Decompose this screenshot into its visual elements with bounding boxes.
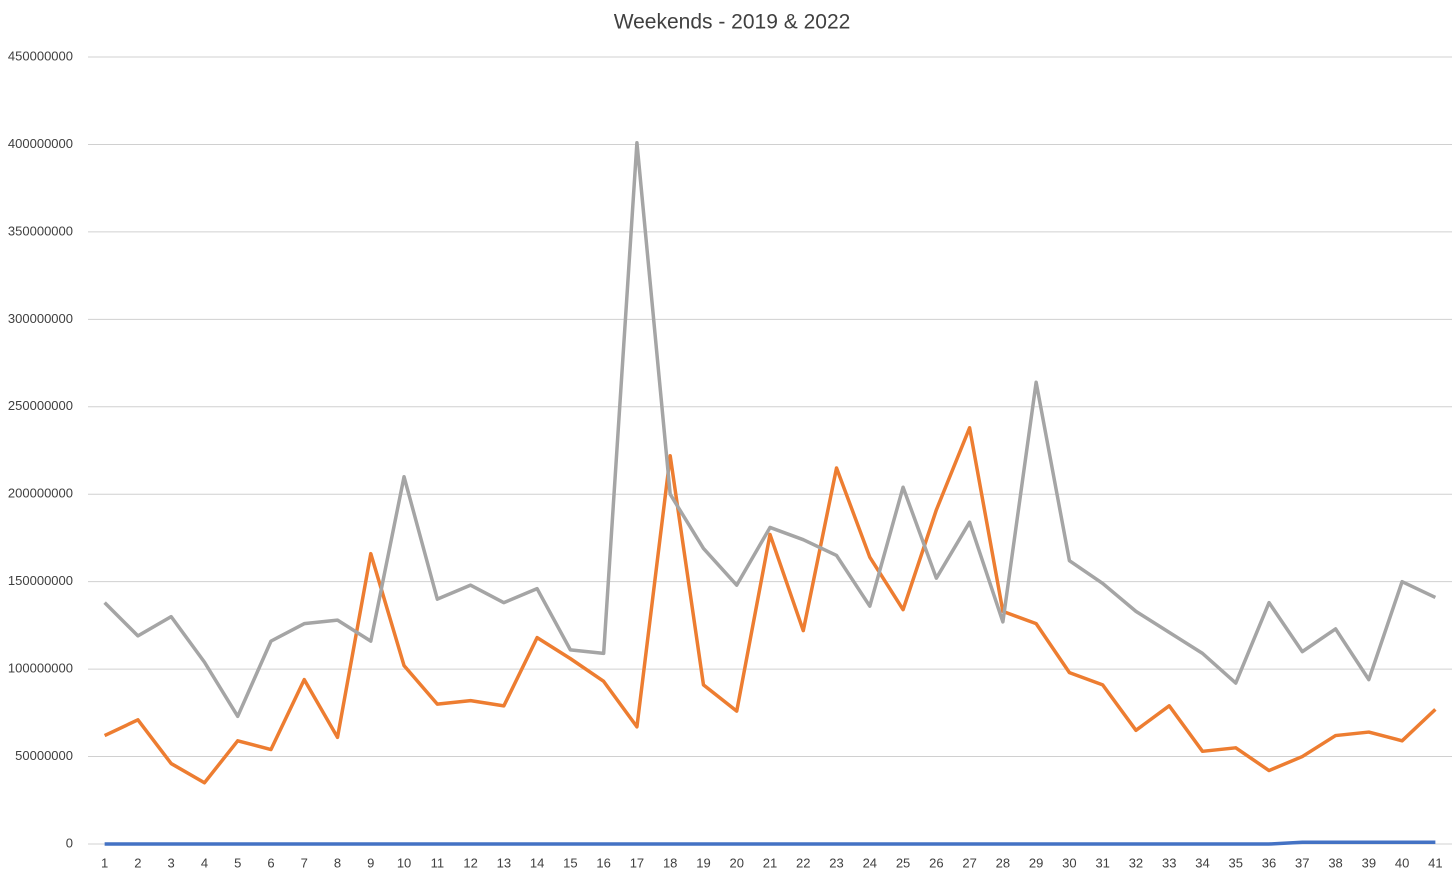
x-tick-label: 25 — [896, 855, 910, 870]
x-tick-label: 2 — [134, 855, 141, 870]
x-tick-label: 18 — [663, 855, 677, 870]
x-tick-label: 26 — [929, 855, 943, 870]
x-tick-label: 31 — [1095, 855, 1109, 870]
series-line — [104, 840, 1436, 846]
y-tick-label: 300000000 — [8, 311, 73, 326]
x-tick-label: 22 — [796, 855, 810, 870]
x-tick-label: 36 — [1262, 855, 1276, 870]
y-tick-label: 350000000 — [8, 223, 73, 238]
series-line — [103, 426, 1437, 785]
x-tick-label: 40 — [1395, 855, 1409, 870]
x-tick-label: 17 — [630, 855, 644, 870]
series-line — [103, 140, 1437, 719]
x-tick-label: 24 — [863, 855, 877, 870]
y-tick-label: 200000000 — [8, 486, 73, 501]
y-tick-label: 400000000 — [8, 136, 73, 151]
x-tick-label: 11 — [431, 855, 445, 870]
x-tick-label: 32 — [1129, 855, 1143, 870]
x-tick-label: 14 — [530, 855, 544, 870]
x-tick-label: 29 — [1029, 855, 1043, 870]
chart-title: Weekends - 2019 & 2022 — [614, 11, 851, 34]
x-tick-label: 1 — [101, 855, 108, 870]
x-tick-label: 21 — [763, 855, 777, 870]
x-tick-label: 6 — [267, 855, 274, 870]
x-tick-label: 10 — [397, 855, 411, 870]
x-tick-label: 4 — [201, 855, 208, 870]
y-tick-label: 50000000 — [15, 748, 73, 763]
x-tick-label: 13 — [497, 855, 511, 870]
x-tick-label: 33 — [1162, 855, 1176, 870]
x-tick-label: 38 — [1328, 855, 1342, 870]
x-tick-label: 27 — [962, 855, 976, 870]
x-tick-label: 3 — [168, 855, 175, 870]
x-tick-label: 39 — [1362, 855, 1376, 870]
y-tick-label: 150000000 — [8, 573, 73, 588]
x-tick-label: 12 — [463, 855, 477, 870]
x-tick-label: 37 — [1295, 855, 1309, 870]
x-tick-label: 19 — [696, 855, 710, 870]
x-tick-label: 23 — [829, 855, 843, 870]
y-tick-label: 450000000 — [8, 48, 73, 63]
x-tick-label: 34 — [1195, 855, 1209, 870]
x-tick-label: 35 — [1229, 855, 1243, 870]
x-tick-label: 7 — [301, 855, 308, 870]
x-tick-label: 30 — [1062, 855, 1076, 870]
x-tick-label: 15 — [563, 855, 577, 870]
x-tick-label: 5 — [234, 855, 241, 870]
x-tick-label: 16 — [596, 855, 610, 870]
x-tick-label: 41 — [1428, 855, 1442, 870]
y-tick-label: 250000000 — [8, 398, 73, 413]
x-tick-label: 20 — [729, 855, 743, 870]
x-tick-label: 8 — [334, 855, 341, 870]
y-tick-label: 100000000 — [8, 661, 73, 676]
x-tick-label: 28 — [996, 855, 1010, 870]
y-tick-label: 0 — [66, 835, 73, 850]
x-tick-label: 9 — [367, 855, 374, 870]
